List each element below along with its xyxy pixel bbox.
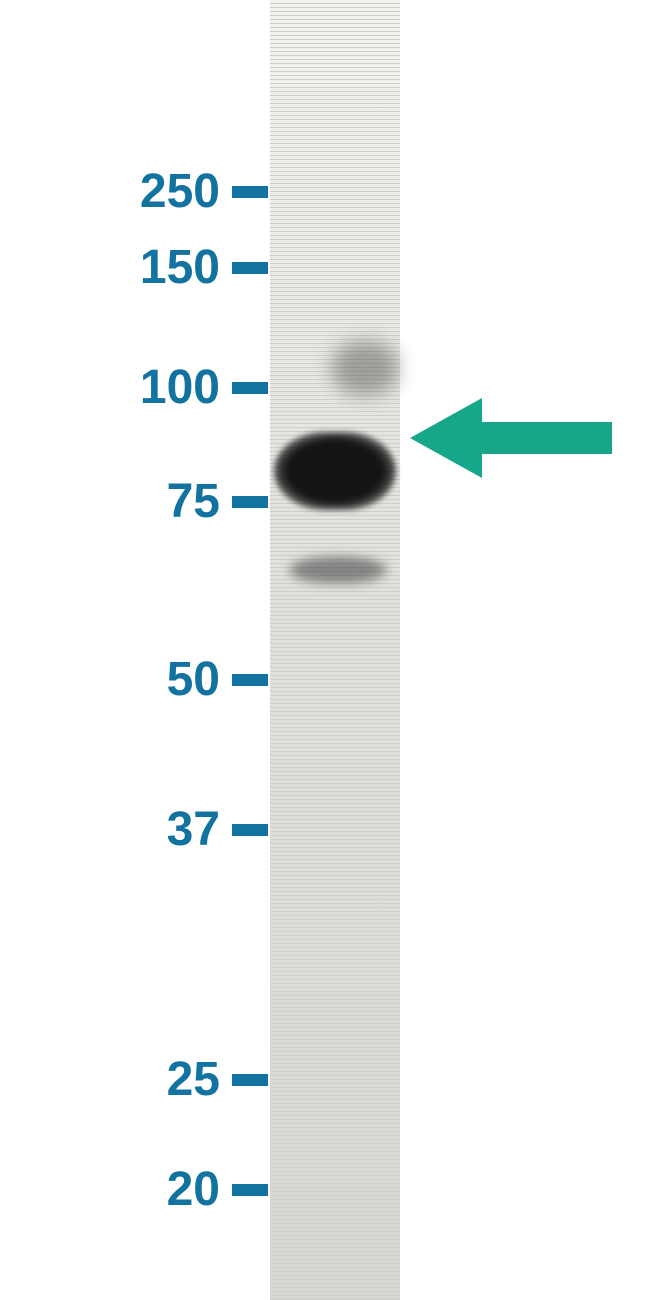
marker-tick bbox=[232, 1074, 268, 1086]
marker-label: 100 bbox=[0, 364, 220, 412]
marker-row-150: 150 bbox=[0, 244, 268, 292]
marker-tick bbox=[232, 1184, 268, 1196]
marker-row-250: 250 bbox=[0, 168, 268, 216]
marker-tick bbox=[232, 186, 268, 198]
marker-tick bbox=[232, 674, 268, 686]
marker-row-37: 37 bbox=[0, 806, 268, 854]
indicator-arrow bbox=[410, 398, 612, 478]
marker-row-100: 100 bbox=[0, 364, 268, 412]
marker-label: 25 bbox=[0, 1056, 220, 1104]
marker-row-75: 75 bbox=[0, 478, 268, 526]
marker-label: 75 bbox=[0, 478, 220, 526]
marker-label: 37 bbox=[0, 806, 220, 854]
blot-lane bbox=[270, 0, 400, 1300]
band-2 bbox=[288, 556, 388, 584]
arrow-shape bbox=[410, 398, 612, 478]
marker-tick bbox=[232, 262, 268, 274]
marker-row-20: 20 bbox=[0, 1166, 268, 1214]
band-0 bbox=[274, 432, 396, 510]
marker-row-50: 50 bbox=[0, 656, 268, 704]
blot-canvas: 250 150 100 75 50 37 25 20 bbox=[0, 0, 650, 1300]
marker-tick bbox=[232, 824, 268, 836]
marker-label: 20 bbox=[0, 1166, 220, 1214]
marker-label: 150 bbox=[0, 244, 220, 292]
marker-label: 50 bbox=[0, 656, 220, 704]
marker-row-25: 25 bbox=[0, 1056, 268, 1104]
band-1 bbox=[330, 340, 400, 396]
marker-tick bbox=[232, 382, 268, 394]
marker-tick bbox=[232, 496, 268, 508]
marker-label: 250 bbox=[0, 168, 220, 216]
